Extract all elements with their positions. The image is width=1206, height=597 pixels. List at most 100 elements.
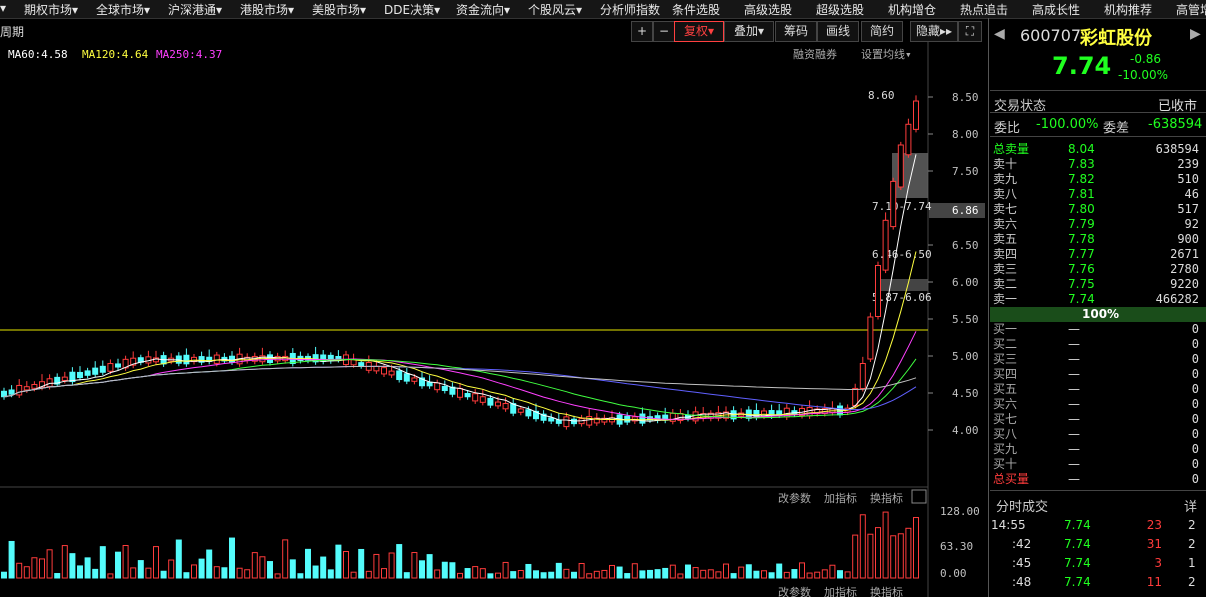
volume-bar: [84, 557, 91, 579]
volume-bar: [411, 552, 418, 579]
row-label: 买七: [993, 412, 1018, 426]
row-label: 卖三: [993, 262, 1018, 276]
menu-item[interactable]: 个股风云▾: [528, 3, 583, 17]
volume-tool: 改参数: [778, 585, 811, 597]
menu-item[interactable]: 沪深港通▾: [168, 3, 223, 17]
candle: [441, 385, 448, 392]
toolbar-button[interactable]: 画线: [817, 21, 859, 42]
order-row: 总卖量 8.04 638594: [993, 142, 1203, 157]
candle: [46, 378, 53, 387]
candle: [859, 363, 866, 389]
candle: [8, 389, 15, 395]
candle: [867, 316, 874, 360]
row-label: 总卖量: [993, 142, 1030, 156]
row-price: 7.80: [1068, 202, 1095, 216]
volume-bar: [373, 553, 380, 579]
volume-bar: [419, 560, 425, 579]
price-tick: 4.50: [952, 387, 979, 400]
volume-bar: [236, 567, 243, 579]
current-price: 6.86: [952, 204, 979, 217]
toolbar-button[interactable]: ⛶: [958, 21, 982, 42]
volume-bar: [350, 571, 357, 579]
volume-bar: [715, 571, 722, 579]
price-tick: 6.50: [952, 239, 979, 252]
volume-bar: [69, 553, 76, 579]
volume-bar: [609, 564, 615, 579]
ratio: -100.00%: [1036, 117, 1099, 132]
trade-volume: 3: [1154, 556, 1162, 570]
volume-bar: [723, 563, 729, 579]
volume-bar: [441, 561, 448, 579]
volume-bar: [282, 539, 289, 579]
change-pct: -10.00%: [1118, 68, 1169, 82]
volume-bar: [160, 570, 167, 579]
volume-bar: [829, 564, 836, 579]
toolbar-button[interactable]: 叠加▾: [724, 21, 774, 42]
row-label: 卖十: [993, 157, 1018, 171]
trade-price: 7.74: [1064, 537, 1091, 551]
arrow[interactable]: ◀: [994, 26, 1005, 42]
volume-bar: [92, 568, 99, 579]
menu-item[interactable]: 港股市场▾: [240, 3, 295, 17]
candle: [396, 370, 403, 381]
candle: [472, 393, 479, 402]
row-price: —: [1068, 427, 1080, 441]
row-price: 7.79: [1068, 217, 1095, 231]
volume-bar: [107, 573, 114, 579]
menu-item[interactable]: 高级选股: [744, 3, 793, 17]
period[interactable]: 周期: [0, 25, 25, 39]
toolbar-button[interactable]: 复权▾: [674, 21, 724, 42]
menu-item[interactable]: 热点追击: [960, 3, 1009, 17]
menu-item[interactable]: 全球市场▾: [96, 3, 151, 17]
candle: [39, 381, 45, 388]
menu-item[interactable]: 条件选股: [672, 3, 721, 17]
volume-bar: [122, 544, 129, 579]
volume-bar: [571, 571, 577, 579]
toolbar-button[interactable]: +: [631, 21, 653, 42]
menu-item[interactable]: 机构推荐: [1104, 3, 1153, 17]
volume-bar: [647, 569, 653, 579]
volume-bar: [426, 554, 433, 579]
candle: [639, 413, 646, 424]
volume-bar: [198, 558, 205, 579]
menu-item[interactable]: 超级选股: [816, 3, 865, 17]
menu-item[interactable]: 资金流向▾: [456, 3, 511, 17]
menu-item[interactable]: 高管增: [1176, 3, 1206, 17]
trades-detail[interactable]: 详: [1184, 500, 1198, 515]
row-price: —: [1068, 337, 1080, 351]
candle: [457, 388, 463, 398]
menu-item[interactable]: 机构增仓: [888, 3, 937, 17]
volume-bar: [403, 572, 410, 579]
ma-label: MA60:4.58: [8, 48, 68, 61]
ma-label: MA120:4.64: [82, 48, 149, 61]
toolbar-button[interactable]: 简约: [861, 21, 903, 42]
volume-bar: [814, 571, 821, 579]
candle: [312, 354, 319, 363]
candle: [122, 358, 129, 369]
row-price: 7.77: [1068, 247, 1095, 261]
volume-bar: [897, 533, 904, 579]
menu-item[interactable]: 美股市场▾: [312, 3, 367, 17]
row-label: 卖六: [993, 217, 1018, 231]
menu-item[interactable]: 期权市场▾: [24, 3, 79, 17]
close-box[interactable]: [911, 489, 927, 504]
volume-bar: [396, 544, 403, 579]
volume-bar: [381, 568, 387, 579]
toolbar-button[interactable]: 隐藏▸▸: [910, 21, 958, 42]
menu-item[interactable]: DDE决策▾: [384, 3, 441, 17]
volume-bar: [137, 560, 144, 579]
toolbar-button[interactable]: 筹码: [775, 21, 817, 42]
arrow[interactable]: ▶: [1190, 26, 1201, 42]
menu-item[interactable]: 分析师指数: [600, 3, 661, 17]
menu-item[interactable]: ▾: [0, 1, 7, 15]
menu-item[interactable]: 高成长性: [1032, 3, 1081, 17]
row-price: —: [1068, 412, 1080, 426]
volume-bar: [517, 569, 524, 579]
volume-bar: [259, 556, 266, 579]
volume-bar: [601, 569, 608, 579]
volume-bar: [692, 567, 699, 579]
row-volume: 510: [1177, 172, 1199, 186]
candle: [533, 410, 539, 420]
candle: [586, 416, 593, 426]
row-price: 7.83: [1068, 157, 1095, 171]
